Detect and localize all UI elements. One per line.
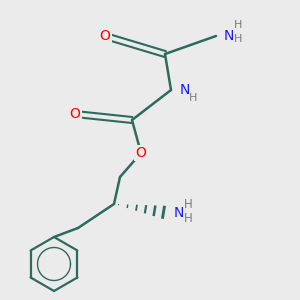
Text: H: H (234, 34, 243, 44)
Text: O: O (100, 29, 110, 43)
Text: H: H (184, 198, 193, 211)
Text: H: H (184, 212, 193, 225)
Text: N: N (180, 83, 190, 97)
Text: O: O (136, 146, 146, 160)
Text: O: O (70, 107, 80, 121)
Text: H: H (234, 20, 243, 31)
Text: N: N (174, 206, 184, 220)
Text: N: N (224, 29, 234, 43)
Text: H: H (189, 92, 198, 103)
